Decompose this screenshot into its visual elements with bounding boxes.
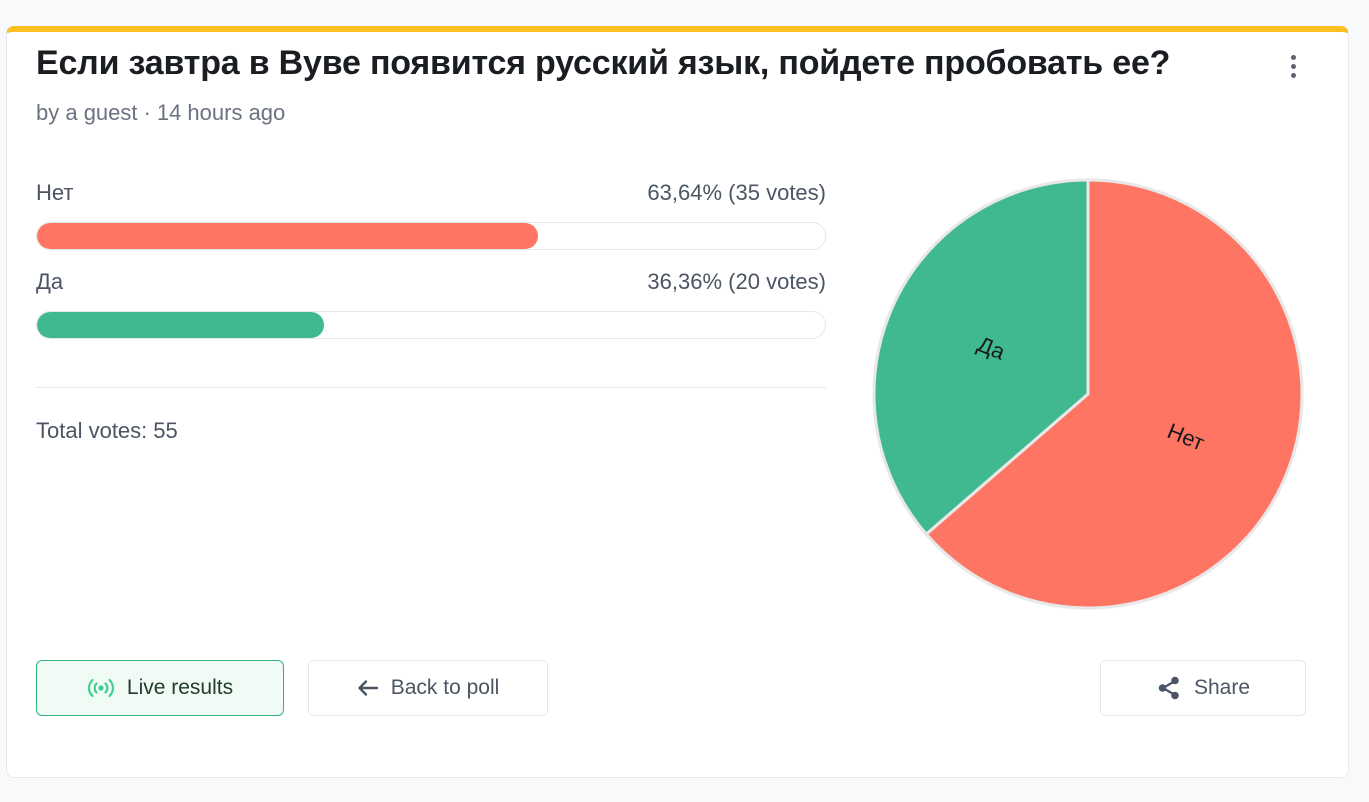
kebab-menu-icon[interactable] — [1281, 50, 1305, 82]
divider — [36, 387, 826, 388]
poll-author: by a guest — [36, 100, 138, 125]
back-to-poll-label: Back to poll — [390, 676, 500, 699]
share-button[interactable]: Share — [1100, 660, 1306, 716]
share-label: Share — [1193, 676, 1251, 699]
back-to-poll-button[interactable]: Back to poll — [308, 660, 548, 716]
live-results-label: Live results — [126, 676, 234, 699]
pie-slice-1 — [872, 178, 1090, 537]
option-label: Да — [36, 269, 64, 294]
option-result: 63,64% (35 votes) — [647, 180, 826, 205]
share-icon — [1156, 675, 1182, 701]
option-row-0: Нет 63,64% (35 votes) — [36, 180, 826, 250]
option-result: 36,36% (20 votes) — [647, 269, 826, 294]
option-bar-track — [36, 222, 826, 250]
meta-separator: · — [143, 100, 151, 125]
poll-title: Если завтра в Вуве появится русский язык… — [36, 44, 1171, 82]
option-row-1: Да 36,36% (20 votes) — [36, 269, 826, 339]
option-bar-track — [36, 311, 826, 339]
option-bar-fill — [37, 223, 539, 249]
option-bar-fill — [37, 312, 324, 338]
total-votes: Total votes: 55 — [36, 418, 178, 443]
poll-meta: by a guest · 14 hours ago — [36, 100, 285, 126]
option-label: Нет — [36, 180, 74, 205]
poll-time: 14 hours ago — [156, 100, 286, 125]
arrow-left-icon — [357, 678, 379, 698]
broadcast-icon — [87, 677, 115, 699]
pie-slice-0 — [924, 178, 1304, 610]
live-results-button[interactable]: Live results — [36, 660, 284, 716]
